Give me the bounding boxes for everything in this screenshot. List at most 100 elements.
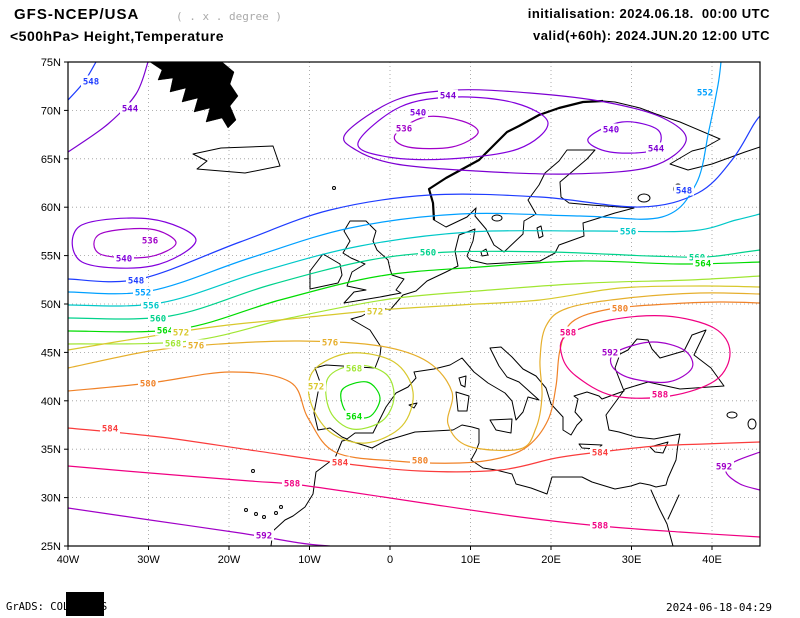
- lon-label: 40E: [702, 554, 722, 566]
- contour-label-bg: [330, 456, 350, 468]
- lat-label: 75N: [41, 57, 61, 69]
- lake-vanern: [491, 214, 503, 222]
- contour-label-bg: [410, 454, 430, 466]
- contour-label-bg: [126, 274, 146, 286]
- contour-label-bg: [138, 377, 158, 389]
- lat-label: 50N: [41, 299, 61, 311]
- valid-time-label: valid(+60h): 2024.JUN.20 12:00 UTC: [532, 28, 770, 43]
- island-fuerteventura: [274, 511, 278, 515]
- contour-label-bg: [141, 299, 161, 311]
- coast-sardinia: [455, 391, 470, 412]
- contour-label-540: 540: [410, 109, 426, 119]
- contour-label-bg: [408, 106, 428, 118]
- model-title: GFS-NCEP/USA: [14, 6, 140, 23]
- island-madeira: [251, 469, 255, 473]
- contour-label-548: 548: [676, 187, 692, 197]
- contour-label-540: 540: [116, 255, 132, 265]
- lat-label: 70N: [41, 105, 61, 117]
- contour-label-bg: [600, 346, 620, 358]
- contour-label-bg: [344, 362, 364, 374]
- island-tenerife: [254, 512, 258, 516]
- contour-label-572: 572: [173, 329, 189, 339]
- contour-label-592: 592: [256, 532, 272, 542]
- contour-label-bg: [155, 324, 175, 336]
- contour-label-bg: [140, 234, 160, 246]
- contour-label-592: 592: [602, 349, 618, 359]
- contour-label-584: 584: [102, 425, 119, 435]
- contour-label-bg: [320, 336, 340, 348]
- lon-label: 10E: [461, 554, 481, 566]
- coast-gulf-aqaba: [667, 494, 680, 520]
- contour-label-bg: [650, 388, 670, 400]
- lon-label: 0: [387, 554, 393, 566]
- contour-label-552: 552: [135, 289, 151, 299]
- contour-label-bg: [687, 251, 707, 263]
- contour-label-bg: [282, 477, 302, 489]
- contour-label-564: 564: [157, 327, 174, 337]
- graticule-grid: [68, 62, 760, 546]
- coast-greenland: [149, 62, 239, 129]
- lon-label: 20E: [541, 554, 561, 566]
- contour-label-552: 552: [697, 89, 713, 99]
- contour-label-bg: [618, 225, 638, 237]
- island-lanzarote: [279, 505, 283, 509]
- axis-labels: 40W 30W 20W 10W 0 10E 20E 30E 40E 75N 70N 65N 60N 55N…: [41, 57, 722, 566]
- contour-line-540: [71, 217, 197, 269]
- contour-label-580: 580: [612, 305, 628, 315]
- contour-line-540: [587, 121, 662, 154]
- contour-line-556: [68, 213, 760, 307]
- product-title: <500hPa> Height,Temperature: [10, 28, 224, 44]
- contour-label-bg: [344, 410, 364, 422]
- lake-urmia: [747, 418, 757, 430]
- contour-label-572: 572: [308, 383, 324, 393]
- contour-line-572: [307, 352, 414, 444]
- contour-label-572: 572: [367, 308, 383, 318]
- contour-label-568: 568: [165, 340, 181, 350]
- contour-label-bg: [171, 326, 191, 338]
- contour-line-588: [559, 315, 731, 399]
- contour-line-548: [68, 115, 760, 283]
- lat-label: 60N: [41, 202, 61, 214]
- coast-corsica: [458, 375, 467, 388]
- contour-line-592: [68, 507, 331, 546]
- coast-iceland: [192, 145, 281, 174]
- lat-label: 30N: [41, 493, 61, 505]
- contour-label-568: 568: [346, 365, 362, 375]
- contour-label-bg: [120, 102, 140, 114]
- contour-line-552: [68, 62, 722, 295]
- contour-label-bg: [601, 123, 621, 135]
- lon-label: 30E: [622, 554, 642, 566]
- lake-van: [726, 411, 738, 419]
- contour-label-544: 544: [122, 105, 139, 115]
- creation-timestamp: 2024-06-18-04:29: [666, 601, 772, 614]
- contour-label-bg: [133, 286, 153, 298]
- contour-label-576: 576: [322, 339, 338, 349]
- contour-label-bg: [693, 257, 713, 269]
- contour-label-588: 588: [284, 480, 300, 490]
- lake-ladoga: [637, 193, 651, 203]
- contour-label-556: 556: [143, 302, 159, 312]
- contour-line-540: [357, 96, 549, 161]
- contour-label-bg: [163, 337, 183, 349]
- contour-line-536: [93, 227, 177, 259]
- logo-box: [66, 592, 104, 616]
- contour-label-588: 588: [592, 522, 608, 532]
- contour-label-576: 576: [188, 342, 204, 352]
- lat-label: 40N: [41, 396, 61, 408]
- contour-label-580: 580: [140, 380, 156, 390]
- contour-label-bg: [365, 305, 385, 317]
- contour-label-bg: [674, 184, 694, 196]
- contour-label-536: 536: [142, 237, 158, 247]
- lat-label: 35N: [41, 444, 61, 456]
- contour-label-bg: [610, 302, 630, 314]
- contour-line-592: [609, 341, 694, 384]
- contour-label-bg: [148, 312, 168, 324]
- coast-cyprus: [649, 441, 669, 454]
- contour-label-bg: [81, 75, 101, 87]
- contour-label-584: 584: [592, 449, 609, 459]
- lon-label: 40W: [57, 554, 80, 566]
- contour-label-bg: [186, 339, 206, 351]
- lon-label: 20W: [218, 554, 241, 566]
- coast-norway: [427, 99, 604, 221]
